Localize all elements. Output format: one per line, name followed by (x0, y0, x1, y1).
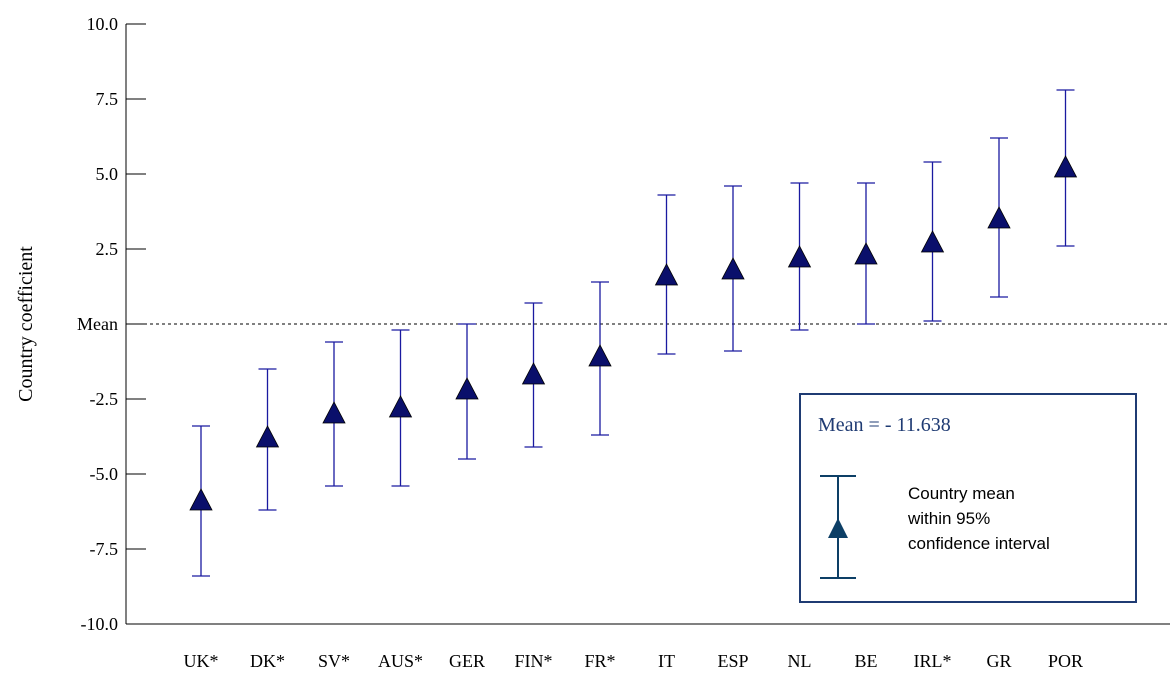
data-point-esp (721, 185, 745, 352)
x-tick-label: IT (658, 651, 675, 671)
data-point-fr (588, 281, 612, 436)
y-tick-label: 2.5 (96, 239, 119, 259)
triangle-marker (987, 206, 1011, 229)
data-point-ger (455, 323, 479, 460)
data-point-uk (189, 425, 213, 577)
y-tick-label: -10.0 (81, 614, 119, 634)
x-tick-label: ESP (717, 651, 748, 671)
x-tick-label: SV* (318, 651, 350, 671)
triangle-marker (388, 395, 413, 418)
y-tick-label: -2.5 (90, 389, 119, 409)
data-point-gr (987, 137, 1011, 298)
x-tick-label: AUS* (378, 651, 423, 671)
data-point-irl (920, 161, 945, 322)
legend: Mean = - 11.638 Country mean within 95% … (799, 393, 1137, 603)
data-point-por (1053, 89, 1078, 247)
y-axis-label: Country coefficient (15, 246, 37, 402)
y-tick-label: 7.5 (96, 89, 119, 109)
triangle-marker (455, 377, 479, 400)
legend-line-1: Country mean (908, 484, 1015, 503)
triangle-marker (854, 242, 878, 265)
data-point-nl (787, 182, 812, 331)
triangle-marker (189, 488, 213, 511)
triangle-marker (255, 425, 280, 448)
triangle-marker (787, 245, 812, 268)
y-axis: 10.0 7.5 5.0 2.5 Mean -2.5 -5.0 -7.5 -10.0 (77, 14, 146, 634)
x-tick-label: FR* (584, 651, 615, 671)
legend-triangle-marker (828, 518, 848, 538)
data-point-dk (255, 368, 280, 511)
x-tick-label: NL (788, 651, 812, 671)
legend-line-3: confidence interval (908, 534, 1050, 553)
triangle-marker (920, 230, 945, 253)
series (189, 89, 1078, 577)
x-tick-label: UK* (184, 651, 219, 671)
y-tick-label: Mean (77, 314, 118, 334)
triangle-marker (1053, 155, 1078, 178)
data-point-aus (388, 329, 413, 487)
x-tick-label: GER (449, 651, 485, 671)
data-point-sv (322, 341, 346, 487)
y-tick-label: -7.5 (90, 539, 119, 559)
triangle-marker (654, 263, 679, 286)
y-tick-label: 10.0 (87, 14, 119, 34)
x-tick-label: FIN* (514, 651, 552, 671)
y-tick-label: -5.0 (90, 464, 119, 484)
triangle-marker (322, 401, 346, 424)
triangle-marker (521, 362, 546, 385)
data-point-fin (521, 302, 546, 448)
triangle-marker (588, 344, 612, 367)
triangle-marker (721, 257, 745, 280)
x-tick-label: IRL* (914, 651, 952, 671)
x-axis: UK* DK* SV* AUS* GER FIN* FR* IT ESP NL BE IRL* GR PO… (126, 623, 1170, 671)
data-point-it (654, 194, 679, 355)
x-tick-label: DK* (250, 651, 285, 671)
x-tick-label: GR (986, 651, 1011, 671)
legend-line-2: within 95% (907, 509, 990, 528)
data-point-be (854, 182, 878, 325)
y-tick-label: 5.0 (96, 164, 119, 184)
x-tick-label: POR (1048, 651, 1083, 671)
legend-box (799, 393, 1137, 603)
x-tick-label: BE (854, 651, 877, 671)
legend-title: Mean = - 11.638 (818, 414, 951, 436)
